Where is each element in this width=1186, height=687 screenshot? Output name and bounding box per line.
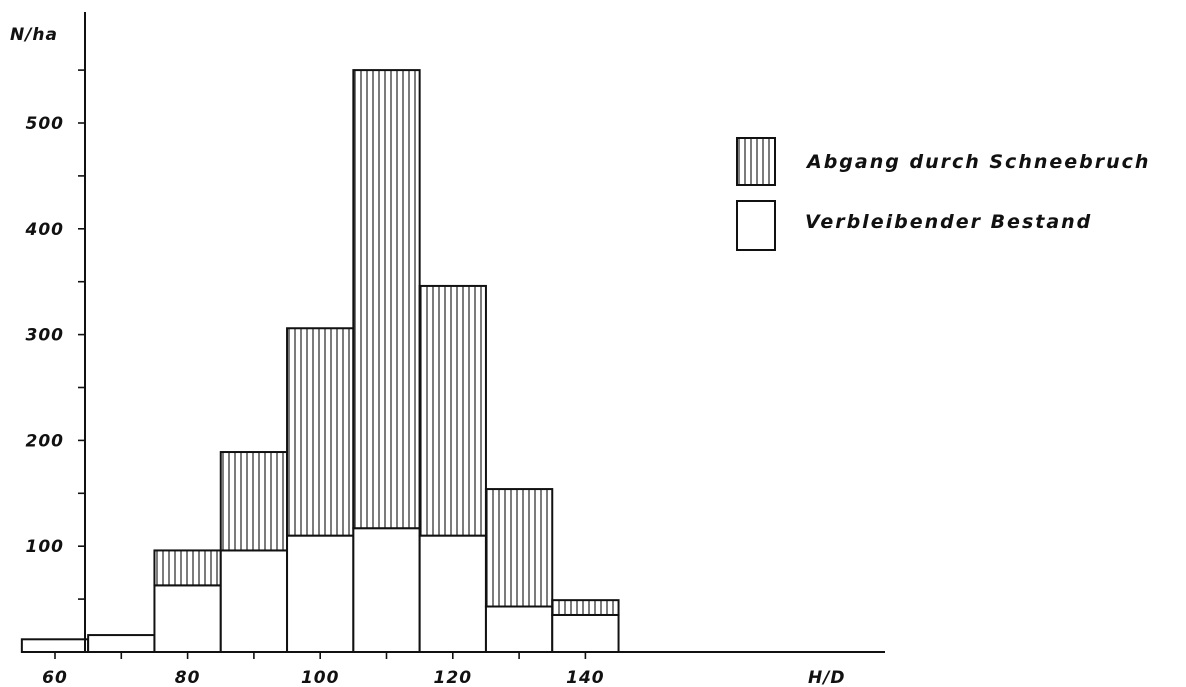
y-tick-label-300: 300 [26,326,65,346]
bar-abgang-120 [418,284,487,537]
bar-verbleibend-130 [484,605,554,653]
x-tick-label-100: 100 [301,668,340,687]
bar-verbleibend-120 [418,534,487,653]
y-axis-title: N/ha [10,25,58,45]
bar-verbleibend-60 [20,638,90,654]
bar-verbleibend-140 [551,613,620,653]
bar-verbleibend-70 [87,634,156,654]
y-tick-label-500: 500 [26,114,65,134]
axes-layer: 100 200 300 400 500 60 80 100 120 140 N/ha H/D [10,12,885,687]
x-tick-label-80: 80 [175,668,201,687]
bar-verbleibend-90 [219,549,289,654]
y-tick-label-100: 100 [26,537,65,557]
bar-verbleibend-80 [153,584,222,654]
bar-abgang-100 [286,327,355,537]
x-axis-title: H/D [808,668,846,687]
legend-swatch-verbleibend [736,200,776,251]
bar-abgang-110 [352,69,421,530]
x-tick-label-60: 60 [42,668,68,687]
bar-abgang-140 [551,599,620,616]
x-tick-label-140: 140 [566,668,605,687]
bar-verbleibend-100 [286,534,355,653]
bar-abgang-130 [484,488,554,608]
x-tick-label-120: 120 [434,668,473,687]
y-tick-label-400: 400 [25,220,65,240]
legend-label-verbleibend: Verbleibender Bestand [805,211,1092,233]
y-tick-label-200: 200 [26,431,65,451]
legend-label-abgang: Abgang durch Schneebruch [805,151,1150,173]
bars-layer [20,69,620,654]
legend: Abgang durch Schneebruch Verbleibender B… [736,137,1150,251]
bar-verbleibend-110 [352,527,421,653]
bar-abgang-90 [219,451,289,552]
legend-swatch-abgang [736,137,776,186]
bar-abgang-80 [153,549,222,587]
